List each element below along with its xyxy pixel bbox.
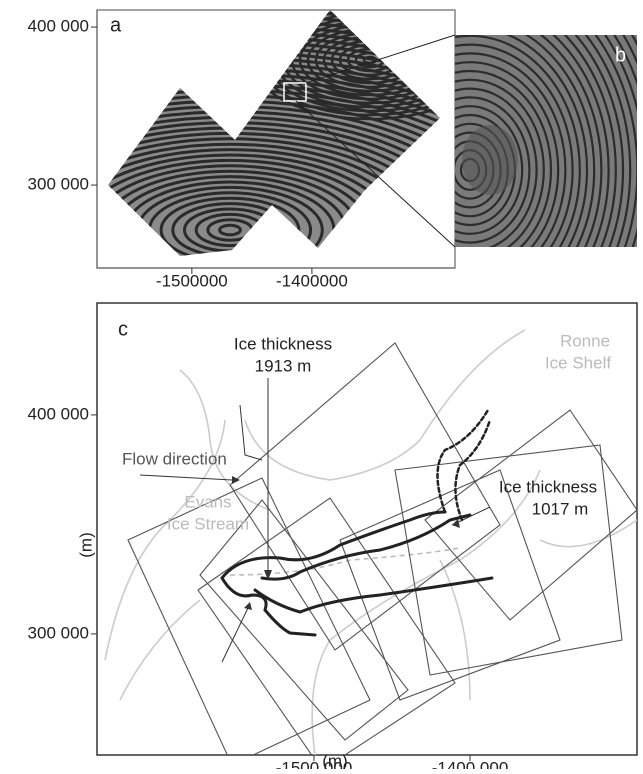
x-tick-label: -1400 000 [432, 758, 509, 769]
figure-path [240, 405, 262, 460]
annotation: 1913 m [255, 356, 312, 375]
figure-ellipse [462, 125, 518, 195]
figure-g [105, 330, 637, 755]
figure: a b c Ice thickness 1913 m Ice thickness… [0, 0, 643, 769]
figure-path [180, 370, 270, 510]
figure-polygon [244, 602, 252, 610]
x-tick-label: -1500000 [156, 271, 228, 290]
panel-label: b [615, 44, 626, 66]
y-axis-label: (m) [76, 532, 95, 557]
annotation: Ice Stream [167, 514, 249, 533]
figure-g [222, 410, 492, 635]
x-tick-label: -1400000 [276, 271, 348, 290]
panel-label: a [110, 14, 122, 36]
figure-path [255, 578, 492, 612]
panel-label: c [118, 318, 128, 340]
annotation: Ice thickness [499, 477, 597, 496]
figure-path [455, 420, 490, 520]
figure-line [222, 608, 248, 662]
figure-polygon [200, 500, 408, 740]
figure-path [120, 600, 200, 700]
figure-path [540, 520, 637, 547]
figure-path [222, 578, 315, 635]
annotation: Ronne [560, 331, 610, 350]
y-tick-label: 300 000 [28, 175, 89, 194]
annotation: Evans [184, 492, 231, 511]
figure-path [312, 470, 540, 755]
y-tick-label: 400 000 [28, 404, 89, 423]
annotation: Flow direction [122, 449, 227, 468]
figure-g [105, 330, 637, 769]
annotation: Ice thickness [234, 334, 332, 353]
annotation: Ice Shelf [545, 353, 611, 372]
annotation: 1017 m [532, 499, 589, 518]
figure-g [128, 343, 637, 769]
figure-path [262, 515, 470, 579]
y-tick-label: 400 000 [28, 17, 89, 36]
x-tick-label: -1500 000 [276, 758, 353, 769]
y-tick-label: 300 000 [28, 623, 89, 642]
figure-line [140, 475, 232, 480]
